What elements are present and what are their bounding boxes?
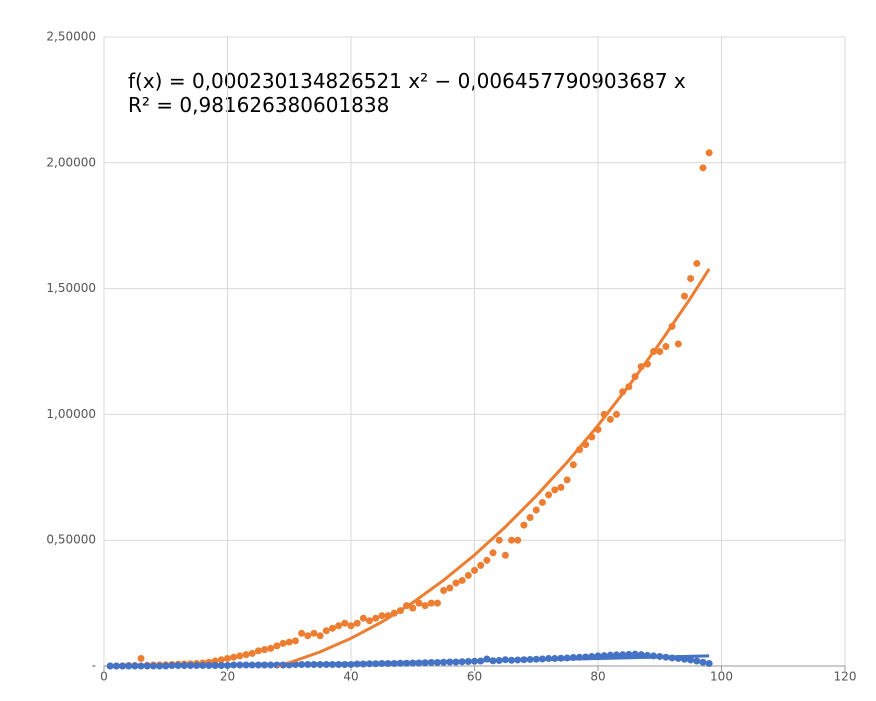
point [316,632,324,640]
point [378,612,386,620]
point [254,647,262,655]
point [359,614,367,622]
point [699,658,707,666]
point [514,536,522,544]
point [217,656,225,664]
point [440,587,448,595]
point [421,602,429,610]
point [656,348,664,355]
point [248,649,256,657]
point [230,653,238,661]
point [236,652,244,660]
point [322,627,330,635]
point [427,599,435,607]
point [699,164,707,172]
point [304,632,312,640]
x-tick-label: 100 [710,670,733,684]
point [458,576,466,584]
r-squared: R² = 0,981626380601838 [128,93,389,117]
point [693,259,701,267]
point [705,149,713,157]
point [526,514,534,522]
point [347,622,355,630]
point [310,629,318,637]
point [662,342,670,350]
point [415,599,423,607]
point [273,642,281,650]
y-tick-label: 0,50000 [46,533,96,547]
point [569,461,577,469]
point [557,483,565,491]
point [687,275,695,283]
x-tick-label: 80 [590,670,605,684]
point [446,584,454,592]
point [477,561,485,569]
point [242,651,250,659]
point [631,650,639,658]
trendline [110,654,710,668]
point [328,624,336,632]
point [298,629,306,637]
point [335,622,343,630]
point [353,619,361,627]
point [563,476,571,484]
y-tick-label: 1,50000 [46,281,96,295]
point [532,506,540,514]
point [366,617,374,625]
point [674,340,682,348]
point [464,571,472,579]
x-tick-label: 20 [220,670,235,684]
point [625,650,633,658]
point [520,521,528,529]
point [483,556,491,564]
point [501,551,509,559]
point [285,638,293,646]
point [687,656,695,664]
point [452,579,460,587]
point [471,566,478,574]
plot: - 0,50000 1,00000 1,50000 2,00000 2,50000 0 20 4… [46,30,856,684]
point [551,486,559,494]
point [341,619,349,627]
point [267,644,275,652]
point [261,646,269,654]
point [705,659,713,667]
point [693,657,701,665]
point [291,637,299,645]
point [433,599,441,607]
point [137,654,145,662]
trendline-equation: f(x) = 0,000230134826521 x² − 0,00645779… [128,69,686,93]
trendline [276,268,711,668]
point [495,536,503,544]
y-tick-label: 2,50000 [46,30,96,44]
y-tick-label: 2,00000 [46,155,96,169]
x-tick-label: 60 [467,670,482,684]
point [224,654,231,662]
point [279,639,287,647]
x-tick-label: 0 [100,670,108,684]
y-tick-label: 1,00000 [46,407,96,421]
x-tick-label: 120 [834,670,857,684]
point [680,292,688,300]
y-tick-label: - [92,659,96,673]
point [489,549,497,557]
point [508,536,516,544]
point [372,614,380,622]
point [409,604,417,612]
point [606,415,614,423]
point [613,410,621,418]
point [538,498,546,506]
point [545,491,553,499]
x-tick-label: 40 [343,670,358,684]
